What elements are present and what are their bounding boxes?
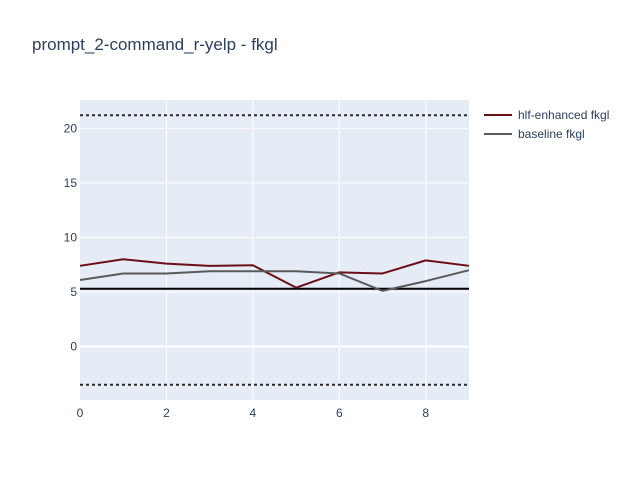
reference-lines <box>80 114 469 386</box>
y-axis: 0 5 10 15 20 <box>64 121 78 353</box>
y-tick-label: 5 <box>70 285 77 299</box>
x-tick-label: 2 <box>163 406 170 420</box>
y-tick-label: 15 <box>64 176 78 190</box>
chart-title: prompt_2-command_r-yelp - fkgl <box>32 35 278 54</box>
x-tick-label: 6 <box>336 406 343 420</box>
y-tick-label: 0 <box>70 340 77 354</box>
legend-item[interactable]: hlf-enhanced fkgl <box>484 108 609 122</box>
plot-area <box>80 100 469 400</box>
y-tick-label: 20 <box>64 121 78 135</box>
legend-item[interactable]: baseline fkgl <box>484 127 585 141</box>
legend[interactable]: hlf-enhanced fkgl baseline fkgl <box>484 108 609 141</box>
x-tick-label: 8 <box>422 406 429 420</box>
x-tick-label: 4 <box>250 406 257 420</box>
grid <box>80 100 469 400</box>
x-axis: 0 2 4 6 8 <box>77 406 430 420</box>
legend-label: baseline fkgl <box>518 127 585 141</box>
x-tick-label: 0 <box>77 406 84 420</box>
legend-label: hlf-enhanced fkgl <box>518 108 609 122</box>
series-line-2 <box>79 269 470 292</box>
y-tick-label: 10 <box>64 230 78 244</box>
series-line-1 <box>79 258 470 289</box>
series-layer <box>79 258 470 292</box>
